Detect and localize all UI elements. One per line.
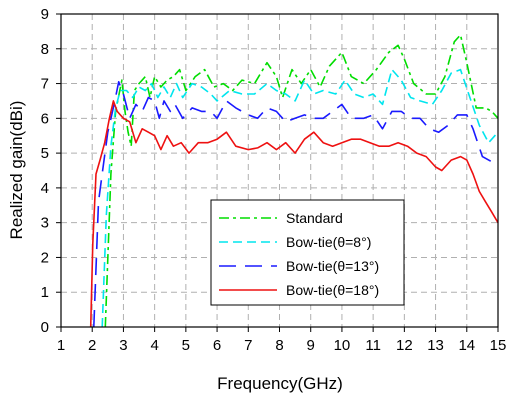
y-tick-label: 3 xyxy=(41,215,49,232)
legend: Standard Bow-tie(θ=8°) Bow-tie(θ=13°) Bow-t… xyxy=(210,199,405,306)
x-tick-label: 8 xyxy=(275,337,283,354)
x-tick-label: 12 xyxy=(396,337,413,354)
x-tick-label: 15 xyxy=(490,337,507,354)
legend-label: Standard xyxy=(286,210,343,226)
series-line-2 xyxy=(101,68,499,328)
y-tick-label: 9 xyxy=(41,6,49,23)
series-line-4 xyxy=(89,100,499,328)
series-line-1 xyxy=(104,34,499,328)
x-tick-label: 3 xyxy=(119,337,127,354)
x-tick-label: 5 xyxy=(182,337,190,354)
y-tick-label: 4 xyxy=(41,180,49,197)
y-tick-label: 5 xyxy=(41,145,49,162)
x-tick-label: 2 xyxy=(88,337,96,354)
y-tick-label: 1 xyxy=(41,284,49,301)
y-tick-label: 8 xyxy=(41,41,49,58)
x-tick-label: 14 xyxy=(458,337,475,354)
legend-label: Bow-tie(θ=18°) xyxy=(286,282,379,298)
x-axis-label: Frequency(GHz) xyxy=(217,374,343,393)
y-axis-label: Realized gain(dBi) xyxy=(7,101,26,240)
x-tick-label: 13 xyxy=(427,337,444,354)
x-tick-label: 10 xyxy=(334,337,351,354)
x-tick-label: 9 xyxy=(307,337,315,354)
x-tick-label: 1 xyxy=(57,337,65,354)
series-lines xyxy=(89,34,499,328)
legend-label: Bow-tie(θ=8°) xyxy=(286,234,371,250)
x-tick-label: 4 xyxy=(150,337,158,354)
x-tick-label: 11 xyxy=(365,337,381,354)
y-tick-label: 2 xyxy=(41,249,49,266)
y-tick-label: 7 xyxy=(41,76,49,93)
x-tick-label: 6 xyxy=(213,337,221,354)
y-tick-label: 0 xyxy=(41,319,49,336)
legend-label: Bow-tie(θ=13°) xyxy=(286,258,379,274)
y-tick-label: 6 xyxy=(41,110,49,127)
x-tick-label: 7 xyxy=(244,337,252,354)
